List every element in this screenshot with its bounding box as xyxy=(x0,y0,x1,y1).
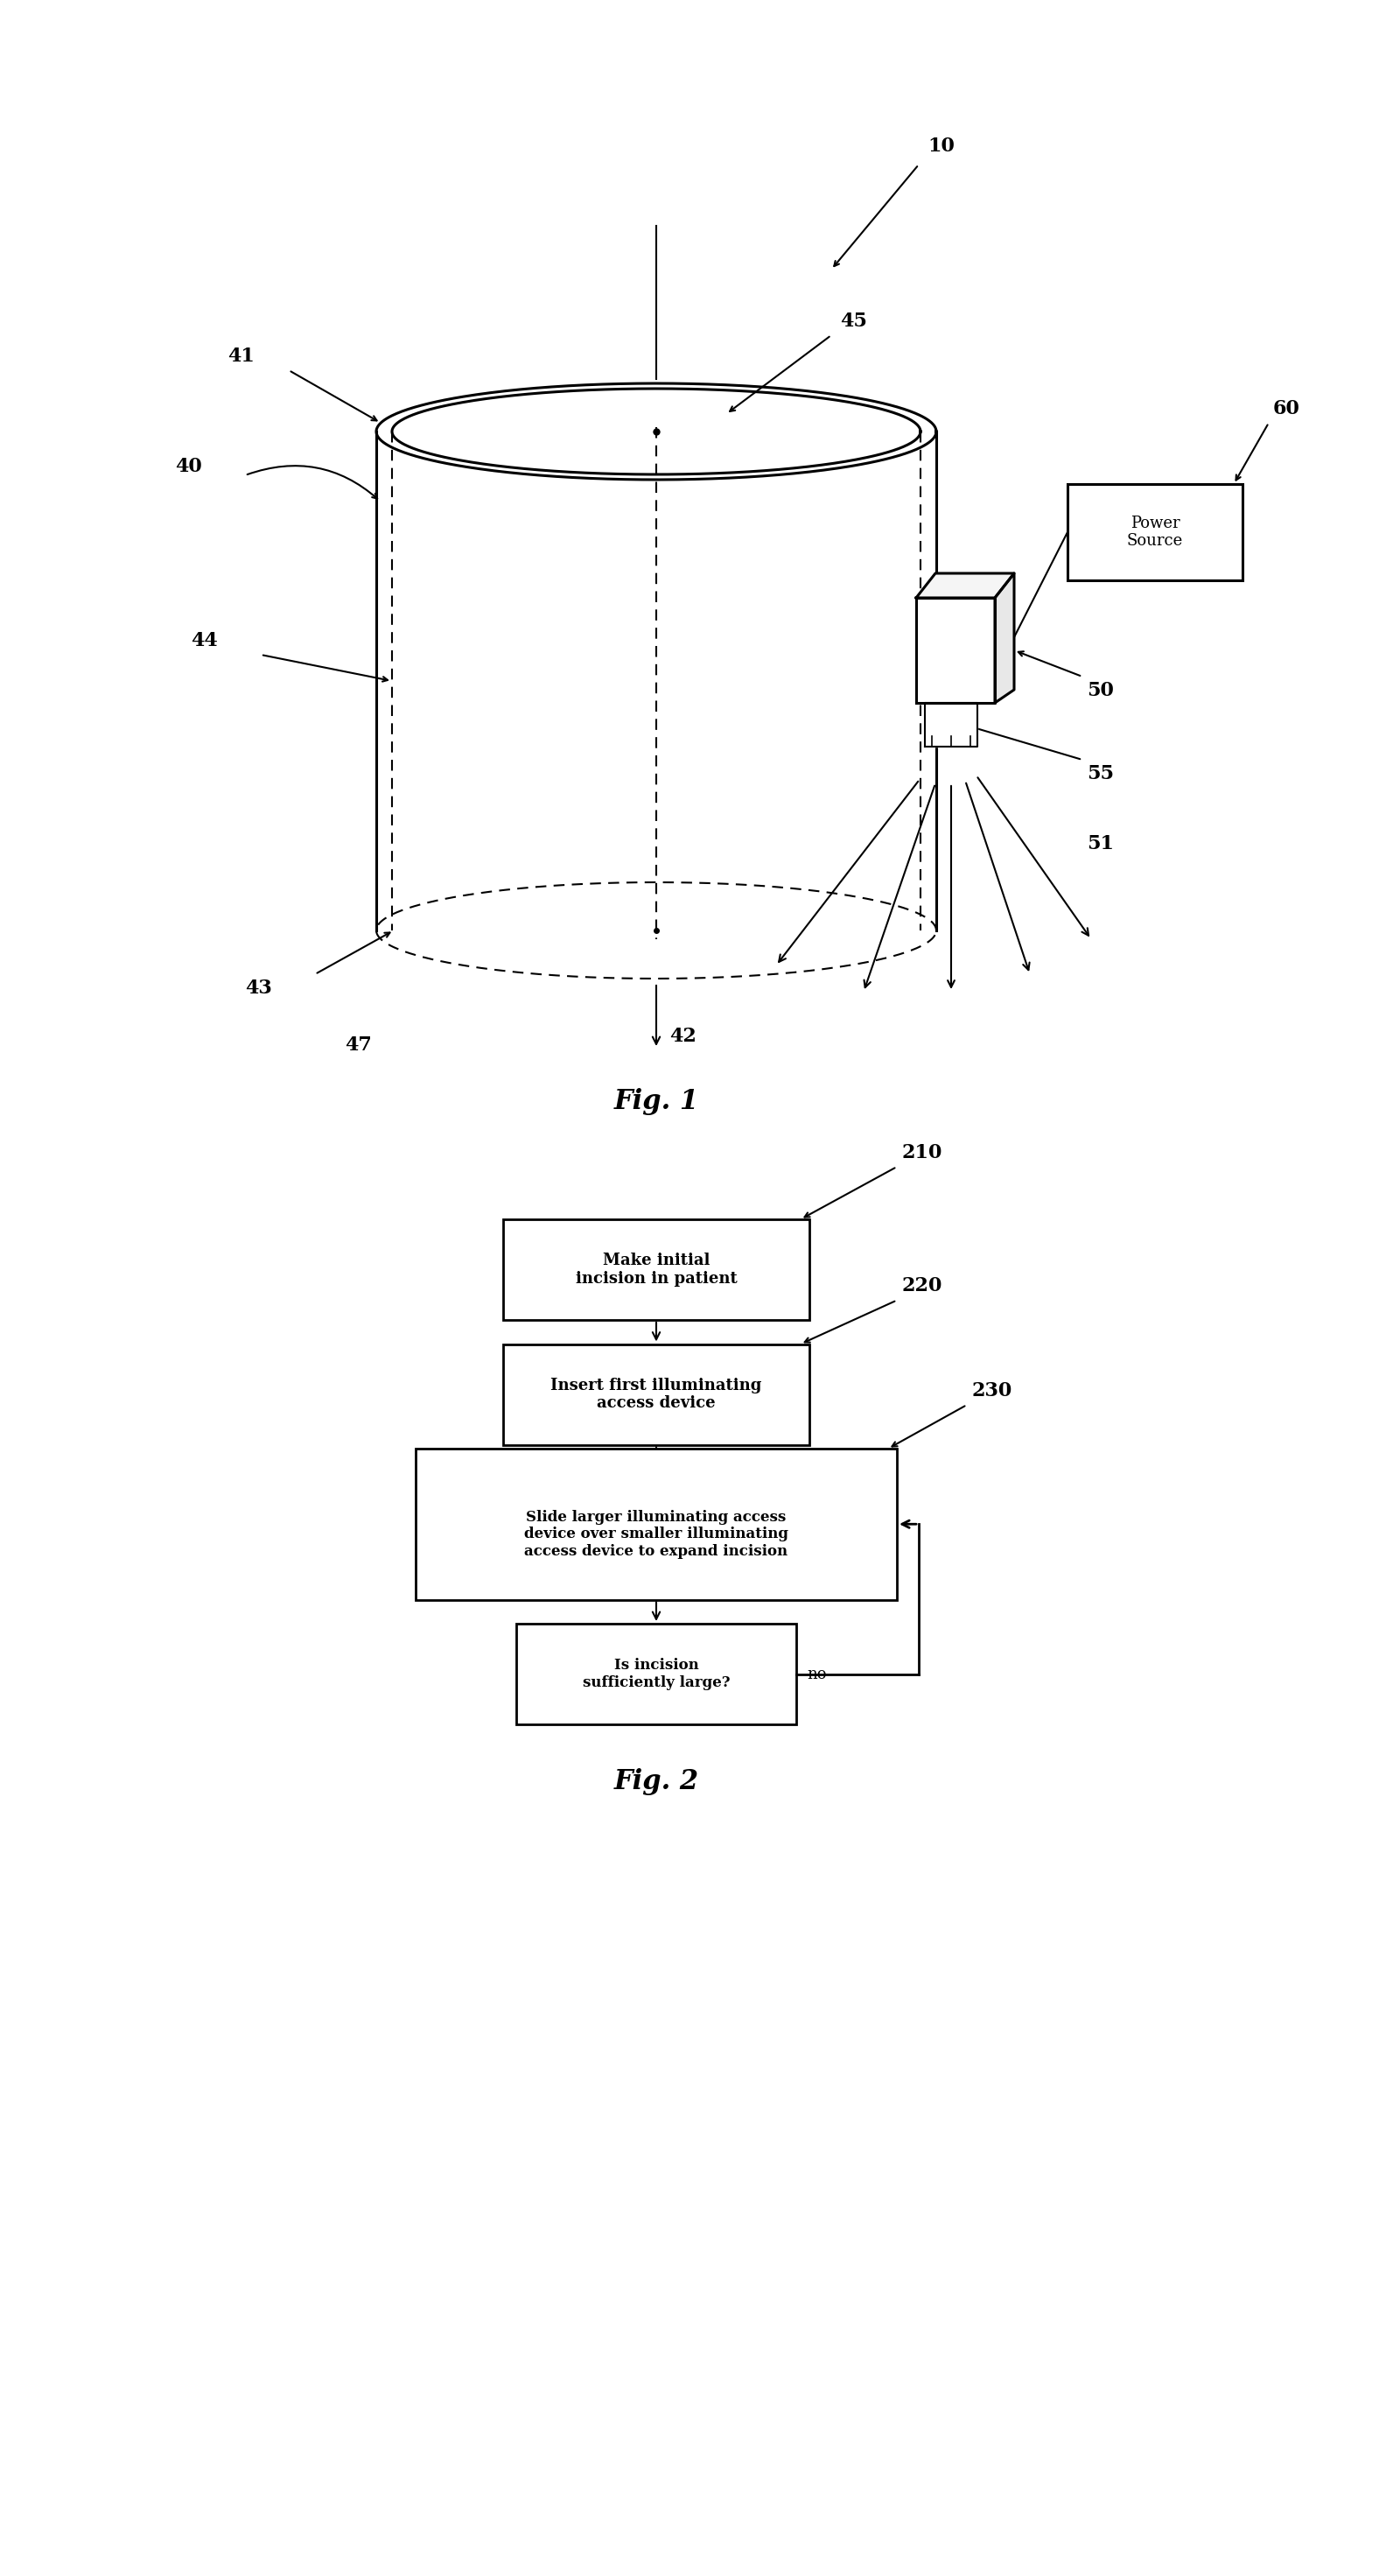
Polygon shape xyxy=(925,703,977,747)
Text: 51: 51 xyxy=(1086,835,1114,853)
FancyBboxPatch shape xyxy=(1068,484,1243,580)
Text: Fig. 2: Fig. 2 xyxy=(613,1767,699,1795)
Text: Insert first illuminating
access device: Insert first illuminating access device xyxy=(550,1378,762,1412)
Polygon shape xyxy=(995,574,1014,703)
Text: Slide larger illuminating access
device over smaller illuminating
access device : Slide larger illuminating access device … xyxy=(524,1510,788,1558)
Polygon shape xyxy=(916,574,1014,598)
Text: Is incision
sufficiently large?: Is incision sufficiently large? xyxy=(582,1659,729,1690)
Text: Make initial
incision in patient: Make initial incision in patient xyxy=(575,1252,736,1285)
Text: Fig. 1: Fig. 1 xyxy=(613,1087,699,1115)
Text: 10: 10 xyxy=(927,137,955,155)
FancyBboxPatch shape xyxy=(517,1623,797,1723)
Text: 47: 47 xyxy=(346,1036,372,1054)
Text: 210: 210 xyxy=(902,1144,942,1162)
Text: 42: 42 xyxy=(669,1028,696,1046)
Text: 60: 60 xyxy=(1273,399,1301,417)
FancyBboxPatch shape xyxy=(503,1218,809,1319)
Text: 230: 230 xyxy=(972,1381,1012,1401)
Polygon shape xyxy=(916,598,995,703)
FancyBboxPatch shape xyxy=(503,1345,809,1445)
Text: 44: 44 xyxy=(190,631,217,649)
Text: no: no xyxy=(806,1667,826,1682)
Text: 43: 43 xyxy=(245,979,272,997)
Text: 45: 45 xyxy=(840,312,867,330)
Text: Power
Source: Power Source xyxy=(1127,515,1183,549)
Text: 40: 40 xyxy=(175,456,202,477)
Text: 220: 220 xyxy=(902,1278,942,1296)
FancyBboxPatch shape xyxy=(416,1448,897,1600)
Text: 41: 41 xyxy=(227,348,255,366)
Text: 50: 50 xyxy=(1086,680,1114,701)
Text: 55: 55 xyxy=(1086,765,1114,783)
